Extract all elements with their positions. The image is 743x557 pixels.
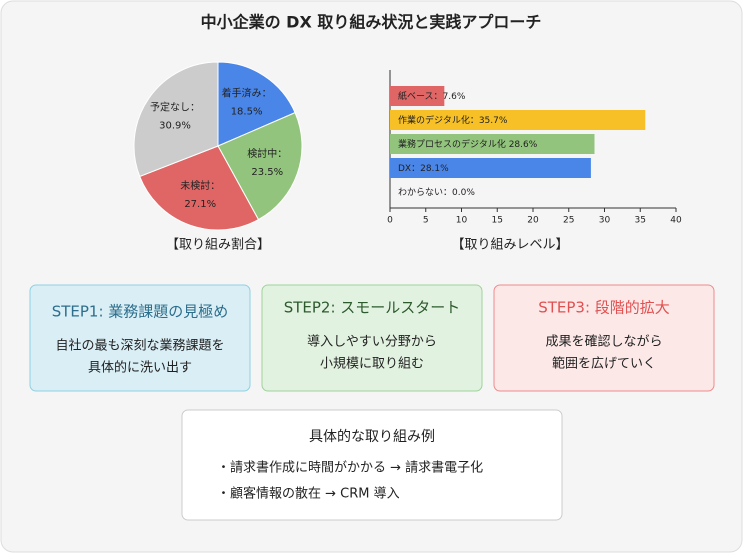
examples-title: 具体的な取り組み例	[309, 429, 435, 445]
bar-label: 業務プロセスのデジタル化 28.6%	[398, 138, 538, 150]
bar-value-label: 0.0%	[452, 188, 475, 198]
examples-box	[181, 409, 563, 521]
bar-label: DX：28.1%	[398, 164, 449, 174]
bar-value-label: 7.6%	[443, 92, 466, 102]
bar-category: 業務プロセスのデジタル化	[398, 138, 509, 150]
x-tick-label: 20	[527, 216, 539, 226]
step-text: 具体的に洗い出す	[88, 360, 192, 376]
pie-slice	[139, 145, 260, 231]
step-text: 成果を確認しながら	[545, 334, 662, 350]
x-tick-label: 40	[670, 216, 682, 226]
pie-slice	[217, 111, 303, 221]
pie-slice	[217, 61, 296, 147]
x-tick-label: 15	[492, 216, 503, 226]
x-tick-label: 10	[456, 216, 468, 226]
step-title: STEP3: 段階的拡大	[538, 299, 670, 317]
bar-value-label: 35.7%	[479, 116, 508, 126]
bar-label: わからない：0.0%	[398, 187, 475, 198]
slice-value-label: 18.5%	[231, 106, 263, 117]
page-title: 中小企業の DX 取り組み状況と実践アプローチ	[201, 13, 542, 32]
bar-category: 作業のデジタル化：	[398, 114, 479, 126]
bar	[390, 86, 445, 106]
pie-slice	[133, 61, 219, 178]
slice-value-label: 27.1%	[184, 199, 216, 210]
bar-category: 紙ベース：	[398, 90, 443, 102]
slice-value-label: 23.5%	[251, 167, 283, 178]
x-tick-label: 25	[563, 216, 574, 226]
step-text: 小規模に取り組む	[320, 357, 424, 372]
slice-label: 予定なし：	[150, 101, 200, 114]
slice-label: 検討中：	[247, 147, 287, 160]
x-tick-label: 5	[423, 216, 429, 226]
bar	[390, 158, 591, 178]
slice-label: 着手済み：	[222, 86, 272, 99]
x-tick-label: 35	[635, 216, 646, 226]
step-title: STEP1: 業務課題の見極め	[52, 303, 229, 321]
bar-category: DX：	[398, 164, 420, 174]
bar-value-label: 28.1%	[420, 164, 449, 174]
x-tick-label: 30	[599, 216, 611, 226]
bar	[390, 110, 646, 130]
example-item: ・請求書作成に時間がかかる → 請求書電子化	[217, 461, 483, 476]
chart-title: 【取り組みレベル】	[451, 238, 568, 253]
bar	[390, 134, 595, 154]
slice-label: 未検討：	[180, 179, 220, 192]
step-text: 導入しやすい分野から	[307, 335, 437, 350]
bar-category: わからない：	[398, 187, 452, 198]
step-title: STEP2: スモールスタート	[284, 299, 461, 317]
step-box	[493, 284, 715, 392]
step-text: 範囲を広げていく	[552, 357, 656, 372]
step-box	[261, 284, 483, 392]
bar-label: 紙ベース：7.6%	[398, 90, 466, 102]
x-tick-label: 0	[387, 216, 393, 226]
bar-value-label: 28.6%	[509, 140, 538, 150]
step-box	[29, 284, 251, 392]
slice-value-label: 30.9%	[159, 121, 191, 132]
bar-label: 作業のデジタル化：35.7%	[398, 114, 508, 126]
chart-title: 【取り組み割合】	[166, 237, 270, 253]
step-text: 自社の最も深刻な業務課題を	[55, 338, 224, 354]
example-item: ・顧客情報の散在 → CRM 導入	[217, 486, 400, 502]
